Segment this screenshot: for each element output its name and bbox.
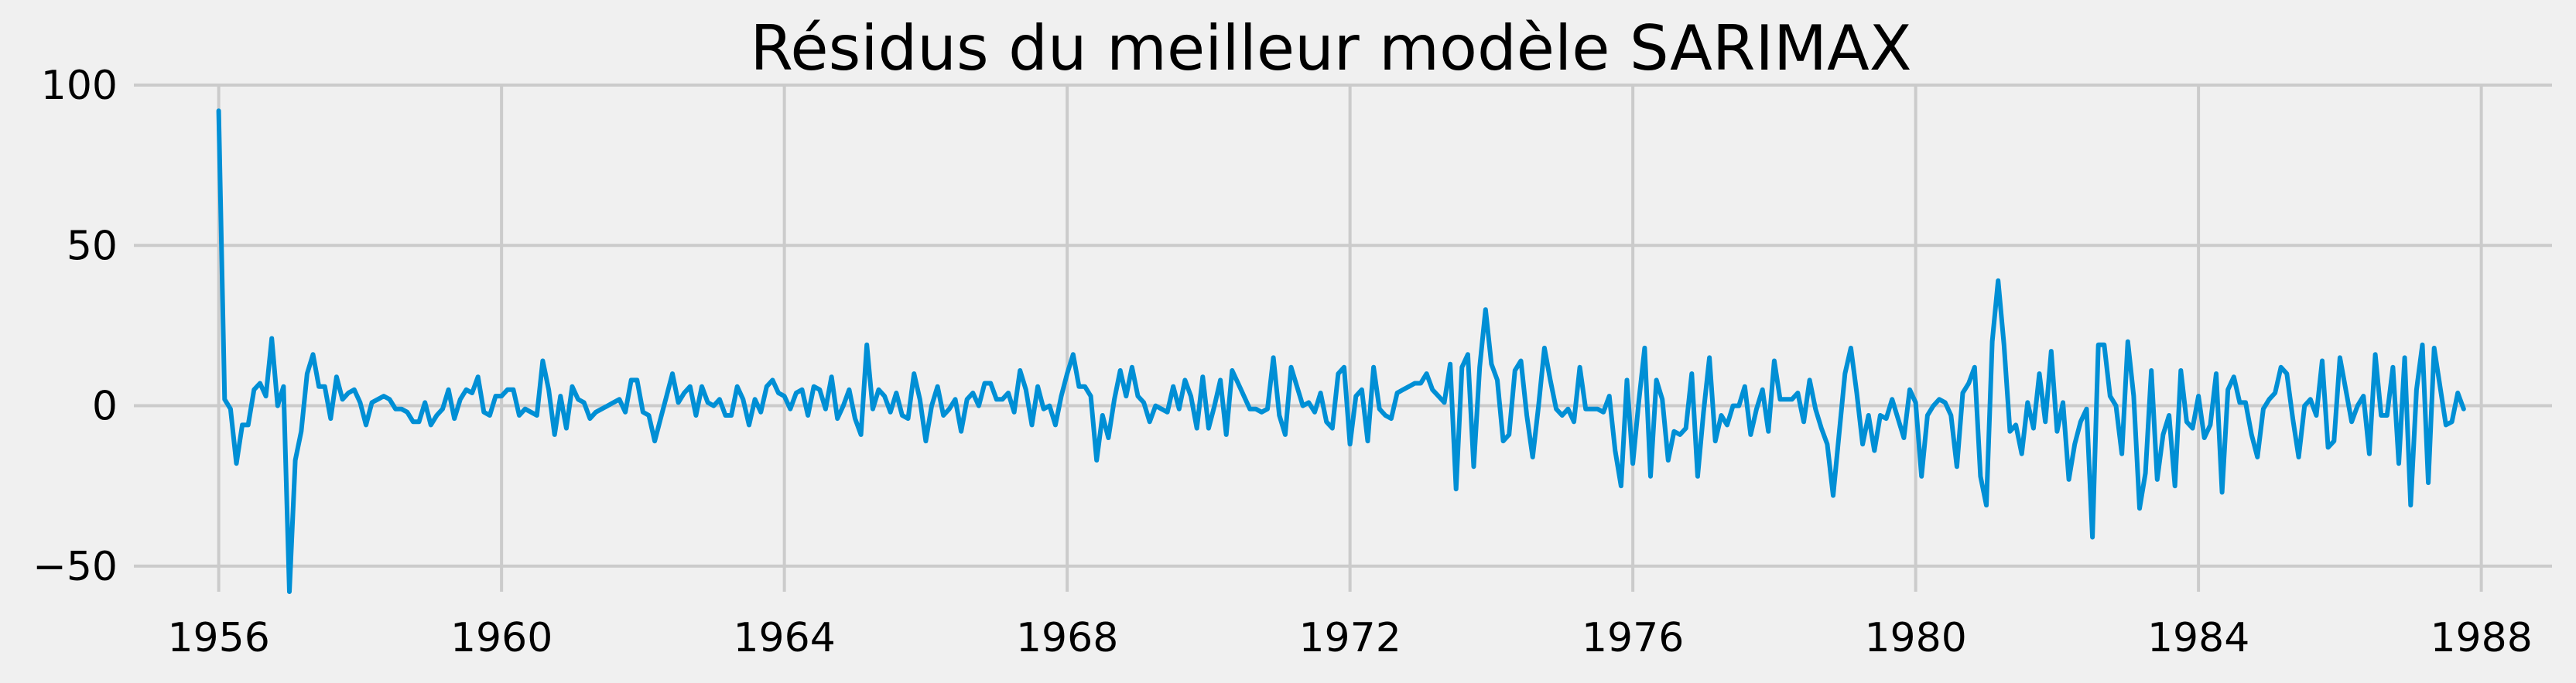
x-tick-label: 1968 — [1016, 615, 1118, 661]
chart-title: Résidus du meilleur modèle SARIMAX — [750, 12, 1911, 84]
y-tick-label: 50 — [67, 223, 118, 269]
tick-labels: 1956 1960 1964 1968 1972 1976 1980 1984 1988 100 5… — [32, 63, 2533, 661]
x-tick-label: 1976 — [1582, 615, 1684, 661]
y-tick-label: −50 — [32, 544, 118, 590]
x-tick-label: 1980 — [1864, 615, 1966, 661]
y-tick-label: 0 — [92, 384, 118, 430]
series-line — [216, 108, 2466, 594]
x-tick-label: 1988 — [2430, 615, 2532, 661]
x-tick-label: 1984 — [2147, 615, 2249, 661]
x-tick-label: 1960 — [450, 615, 552, 661]
x-tick-label: 1964 — [733, 615, 835, 661]
x-tick-label: 1956 — [167, 615, 269, 661]
y-tick-label: 100 — [41, 63, 118, 109]
x-tick-label: 1972 — [1298, 615, 1401, 661]
